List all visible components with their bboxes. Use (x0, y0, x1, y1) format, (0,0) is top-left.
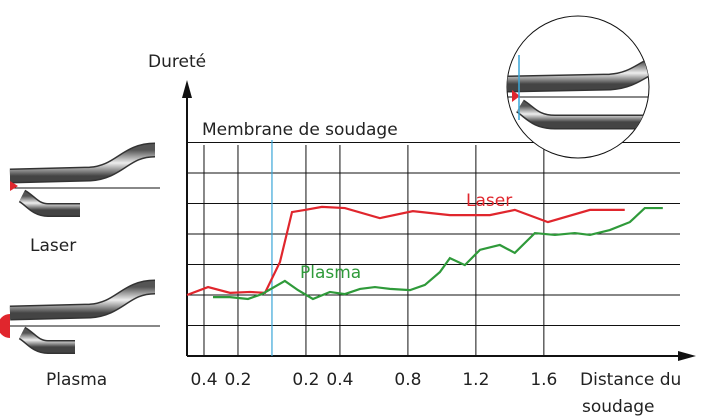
series-label: Plasma (300, 263, 361, 283)
x-axis-label: soudage (582, 397, 655, 417)
y-axis-label: Dureté (148, 52, 206, 72)
series-line (186, 205, 625, 297)
laser-diagram (9, 142, 160, 217)
x-axis-arrow (678, 351, 696, 361)
y-axis-arrow (182, 80, 192, 98)
x-tick-label: 0.2 (224, 370, 251, 390)
plasma-caption: Plasma (46, 370, 107, 390)
x-tick-label: 0.2 (292, 370, 319, 390)
x-tick-label: 0.4 (190, 370, 217, 390)
x-axis-label: Distance du (580, 370, 681, 390)
plasma-diagram (0, 279, 160, 354)
x-tick-label: 1.2 (462, 370, 489, 390)
x-tick-label: 0.8 (394, 370, 421, 390)
series-label: Laser (466, 191, 512, 211)
series-line (212, 206, 663, 301)
x-tick-label: 0.4 (326, 370, 353, 390)
membrane-label: Membrane de soudage (202, 120, 398, 140)
laser-caption: Laser (30, 236, 76, 256)
x-tick-label: 1.6 (530, 370, 557, 390)
detail-circle (506, 15, 650, 159)
plot: 0.4 0.2 0.2 0.4 0.8 1.2 1.6 Membrane de soudage… (182, 80, 696, 390)
